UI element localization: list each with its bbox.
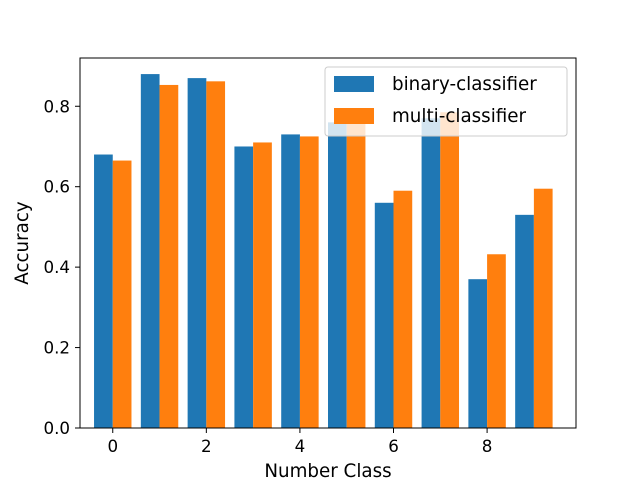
bar-multi-classifier-0 bbox=[112, 160, 132, 428]
legend-box bbox=[324, 66, 568, 137]
x-tick-label: 2 bbox=[201, 436, 212, 456]
x-ticks: 0 2 4 6 8 bbox=[107, 428, 492, 456]
legend-swatch-multi-classifier bbox=[334, 108, 374, 124]
legend-swatch-binary-classifier bbox=[334, 76, 374, 92]
x-tick-label: 0 bbox=[107, 436, 118, 456]
bar-multi-classifier-8 bbox=[487, 254, 506, 428]
bar-multi-classifier-9 bbox=[533, 188, 553, 428]
bar-binary-classifier-9 bbox=[515, 214, 534, 428]
bar-binary-classifier-2 bbox=[187, 78, 207, 428]
x-tick-label: 8 bbox=[482, 436, 493, 456]
y-tick-label: 0.8 bbox=[43, 96, 70, 116]
y-ticks: 0.0 0.2 0.4 0.6 0.8 bbox=[43, 96, 80, 438]
y-tick-label: 0.4 bbox=[43, 257, 70, 277]
bar-multi-classifier-2 bbox=[206, 81, 226, 429]
bars-group bbox=[94, 74, 553, 429]
bar-multi-classifier-4 bbox=[299, 136, 319, 428]
y-tick-label: 0.0 bbox=[43, 418, 70, 438]
legend: binary-classifier multi-classifier bbox=[324, 66, 568, 137]
legend-label-multi-classifier: multi-classifier bbox=[392, 106, 527, 127]
bar-binary-classifier-1 bbox=[140, 74, 160, 428]
y-tick-label: 0.6 bbox=[43, 177, 70, 197]
bar-multi-classifier-7 bbox=[440, 112, 460, 428]
bar-multi-classifier-6 bbox=[393, 190, 413, 428]
bar-binary-classifier-8 bbox=[468, 279, 488, 428]
y-tick-label: 0.2 bbox=[43, 338, 70, 358]
bar-binary-classifier-4 bbox=[281, 134, 300, 429]
axes-frame bbox=[79, 57, 577, 429]
bar-binary-classifier-7 bbox=[421, 118, 441, 429]
bar-multi-classifier-1 bbox=[159, 84, 179, 429]
x-tick-label: 6 bbox=[388, 436, 399, 456]
bar-binary-classifier-6 bbox=[374, 202, 394, 428]
bar-binary-classifier-0 bbox=[94, 154, 113, 429]
x-tick-label: 4 bbox=[295, 436, 306, 456]
legend-label-binary-classifier: binary-classifier bbox=[392, 74, 537, 95]
bar-binary-classifier-3 bbox=[234, 146, 254, 428]
bar-binary-classifier-5 bbox=[328, 122, 347, 428]
y-axis-label: Accuracy bbox=[12, 201, 33, 285]
bar-multi-classifier-5 bbox=[346, 122, 366, 428]
bar-multi-classifier-3 bbox=[253, 142, 272, 428]
x-axis-label: Number Class bbox=[264, 461, 391, 480]
